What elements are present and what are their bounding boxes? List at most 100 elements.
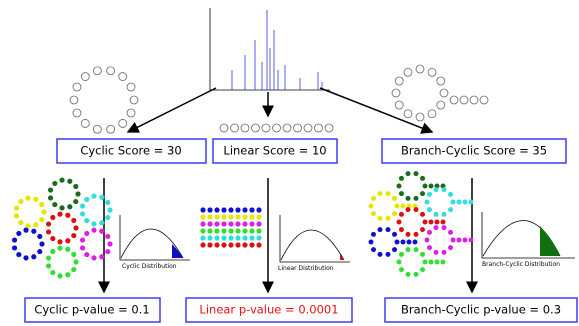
residue xyxy=(377,227,382,232)
residue xyxy=(315,124,323,132)
residue xyxy=(81,73,89,81)
residue xyxy=(423,260,428,265)
residue xyxy=(127,83,135,91)
residue xyxy=(294,124,302,132)
arrow xyxy=(320,88,432,132)
residue xyxy=(91,228,96,233)
residue xyxy=(14,205,19,210)
residue xyxy=(242,207,247,212)
residue xyxy=(448,230,453,235)
residue xyxy=(401,204,406,209)
residue xyxy=(99,254,104,259)
diagram: Cyclic Score = 30 Linear Score = 10 Bran… xyxy=(0,0,579,326)
residue xyxy=(214,207,219,212)
residue xyxy=(399,176,404,181)
residue xyxy=(386,252,391,257)
residue xyxy=(12,245,17,250)
residue xyxy=(71,252,76,257)
residue xyxy=(441,260,446,265)
residue xyxy=(242,221,247,226)
residue xyxy=(73,225,78,230)
residue xyxy=(405,247,410,252)
residue xyxy=(130,96,138,104)
residue xyxy=(207,228,212,233)
residue xyxy=(273,124,281,132)
residue xyxy=(127,109,135,117)
residue xyxy=(80,245,85,250)
residue xyxy=(73,259,78,264)
residue xyxy=(214,242,219,247)
residue xyxy=(407,240,412,245)
residue xyxy=(463,200,468,205)
residue xyxy=(369,204,374,209)
residue xyxy=(427,230,432,235)
residue xyxy=(52,181,57,186)
residue xyxy=(50,270,55,275)
residue xyxy=(414,196,419,201)
residue xyxy=(99,220,104,225)
residue xyxy=(105,249,110,254)
residue xyxy=(105,200,110,205)
residue xyxy=(249,228,254,233)
residue xyxy=(105,234,110,239)
residue xyxy=(31,254,36,259)
residue xyxy=(399,267,404,272)
residue xyxy=(420,176,425,181)
residue xyxy=(235,221,240,226)
residue xyxy=(392,196,397,201)
residue xyxy=(395,77,403,85)
residue xyxy=(399,191,404,196)
residue xyxy=(377,191,382,196)
residue xyxy=(46,229,51,234)
residue xyxy=(451,200,456,205)
residue xyxy=(371,211,376,216)
residue xyxy=(463,238,468,243)
residue xyxy=(433,225,438,230)
residue xyxy=(80,203,85,208)
residue xyxy=(18,220,23,225)
residue xyxy=(242,235,247,240)
residue xyxy=(235,207,240,212)
residue xyxy=(435,220,440,225)
residue xyxy=(65,272,70,277)
residue xyxy=(73,199,78,204)
distribution-label: Linear Distribution xyxy=(278,265,334,272)
residue xyxy=(414,232,419,237)
residue xyxy=(256,207,261,212)
residue xyxy=(84,231,89,236)
residue xyxy=(50,249,55,254)
residue xyxy=(386,191,391,196)
residue xyxy=(414,171,419,176)
residue xyxy=(107,125,115,133)
residue xyxy=(252,124,260,132)
residue xyxy=(57,273,62,278)
residue xyxy=(427,192,432,197)
residue xyxy=(428,68,436,76)
residue xyxy=(457,238,462,243)
residue xyxy=(249,242,254,247)
residue xyxy=(428,110,436,118)
residue xyxy=(81,119,89,127)
distribution-plot xyxy=(280,215,350,262)
residue xyxy=(429,220,434,225)
residue xyxy=(395,204,400,209)
residue xyxy=(221,242,226,247)
residue xyxy=(228,207,233,212)
residue xyxy=(228,214,233,219)
residue xyxy=(107,207,112,212)
residue xyxy=(107,241,112,246)
residue xyxy=(405,171,410,176)
residue xyxy=(16,252,21,257)
residue xyxy=(119,119,127,127)
residue xyxy=(16,231,21,236)
residue xyxy=(57,246,62,251)
residue xyxy=(241,124,249,132)
residue xyxy=(31,229,36,234)
residue xyxy=(73,83,81,91)
residue xyxy=(200,221,205,226)
residue xyxy=(395,240,400,245)
residue xyxy=(405,272,410,277)
residue xyxy=(249,221,254,226)
p-value-label: Branch-Cyclic p-value = 0.3 xyxy=(401,303,561,317)
residue xyxy=(57,239,62,244)
